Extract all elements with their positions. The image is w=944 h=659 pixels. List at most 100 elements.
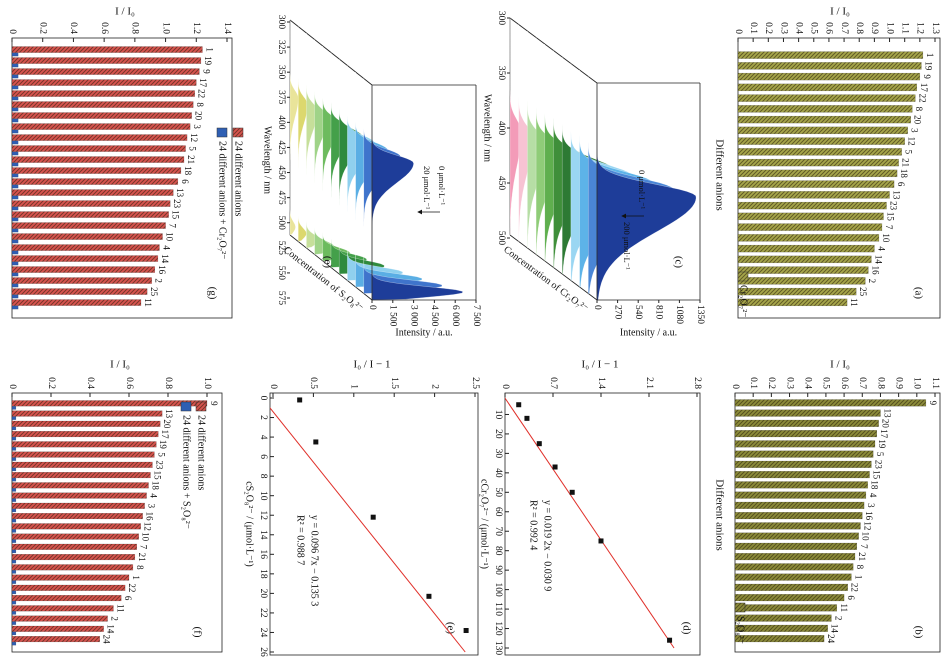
bar xyxy=(737,234,880,242)
y-tick-label: 2.8 xyxy=(692,377,702,389)
bar xyxy=(737,244,875,253)
bar xyxy=(734,532,859,540)
annotation: 0 μmol·L⁻¹ xyxy=(437,166,447,206)
legend-swatch xyxy=(232,127,244,138)
x-axis-title: Intensity / a.u. xyxy=(395,327,452,338)
y-tick-label: 0.8 xyxy=(875,377,885,389)
y-axis-title: Wavelength / nm xyxy=(482,94,493,162)
bar-label: 2 xyxy=(867,279,877,284)
bar xyxy=(11,156,185,163)
bar-label: 17 xyxy=(879,429,889,439)
bar xyxy=(11,233,163,240)
spectrum xyxy=(306,33,320,249)
y-tick-label: 0.8 xyxy=(854,22,864,34)
legend-swatch xyxy=(216,127,228,138)
plot-frame xyxy=(737,37,941,319)
bar-label: 6 xyxy=(123,596,133,601)
bar xyxy=(11,564,134,571)
bar xyxy=(11,283,19,288)
bar xyxy=(734,522,861,530)
x-tick-label: 3 000 xyxy=(408,305,418,327)
bar xyxy=(737,191,890,199)
bar-label: 23 xyxy=(172,199,182,209)
bar-label: 5 xyxy=(187,146,197,151)
bar xyxy=(11,134,188,141)
y-tick-label: 1 xyxy=(349,384,359,389)
bar xyxy=(737,223,883,231)
x-axis-title: Different anions xyxy=(713,479,725,551)
x-tick-label: 16 xyxy=(258,550,268,560)
bar-label: 11 xyxy=(839,604,849,613)
bar xyxy=(11,513,143,520)
y-tick-label: 0.4 xyxy=(68,22,78,34)
panel-label: (c) xyxy=(672,256,684,269)
bar-label: 9 xyxy=(922,74,932,79)
data-point xyxy=(370,514,376,520)
y-tick-label: 575 xyxy=(276,291,286,306)
bar xyxy=(11,461,153,468)
equation: y = 0.096 7x − 0.135 3 xyxy=(309,515,320,606)
bar xyxy=(11,400,208,407)
y-tick-label: 1.3 xyxy=(930,22,940,34)
x-tick-label: 6 000 xyxy=(450,305,460,327)
y-tick-label: 300 xyxy=(276,15,286,30)
bar xyxy=(11,277,152,284)
bar-label: 21 xyxy=(901,158,911,167)
fit-line xyxy=(270,407,466,653)
bar xyxy=(11,625,104,632)
panel-label: (e) xyxy=(444,622,456,635)
bar xyxy=(11,261,19,266)
y-tick-label: 525 xyxy=(276,241,286,256)
x-tick-label: 10 xyxy=(258,491,268,501)
bar xyxy=(734,583,848,591)
legend-label: S₂O₈²⁻ xyxy=(735,616,746,644)
annotation: 200 μmol·L⁻¹ xyxy=(622,222,632,270)
bar xyxy=(11,79,197,86)
bar-label: 7 xyxy=(168,223,178,228)
x-tick-label: 2 xyxy=(258,415,268,420)
legend-label: 24 different anions xyxy=(233,141,244,216)
bar xyxy=(11,498,17,502)
y-tick-label: 550 xyxy=(276,266,286,281)
bar xyxy=(737,94,916,102)
bar xyxy=(737,277,866,285)
x-tick-label: 0 xyxy=(592,305,602,310)
bar xyxy=(737,115,911,124)
bar xyxy=(11,502,145,509)
spectrum xyxy=(338,59,385,275)
bar-label: 13 xyxy=(882,409,892,419)
bar-label: 2 xyxy=(833,616,843,621)
x-tick-label: 40 xyxy=(493,468,503,478)
bar-label: 10 xyxy=(164,232,174,242)
bar-label: 12 xyxy=(189,133,199,142)
x-tick-label: 0 xyxy=(367,305,377,310)
bar xyxy=(737,287,857,296)
spectrum xyxy=(297,26,308,242)
bar xyxy=(11,272,19,277)
bar xyxy=(11,636,100,643)
bar xyxy=(11,266,156,273)
bar-label: 7 xyxy=(884,225,894,230)
bar xyxy=(11,410,163,417)
x-tick-label: 30 xyxy=(493,449,503,459)
bar-label: 20 xyxy=(194,111,204,121)
x-tick-label: 810 xyxy=(654,305,664,320)
bar xyxy=(11,173,19,178)
y-tick-label: 1.0 xyxy=(202,377,212,389)
bar xyxy=(734,450,874,458)
plot-frame xyxy=(269,392,479,656)
x-tick-label: 26 xyxy=(258,647,268,657)
bar xyxy=(737,126,908,135)
x-tick-label: 10 xyxy=(493,410,503,420)
x-tick-label: 100 xyxy=(493,582,503,597)
x-tick-label: 20 xyxy=(493,429,503,439)
bar xyxy=(11,611,17,615)
x-tick-label: 24 xyxy=(258,628,268,638)
bar-label: 1 xyxy=(204,47,214,52)
bar-label: 18 xyxy=(183,166,193,176)
y-tick-label: 1.5 xyxy=(389,377,399,389)
bar xyxy=(737,105,913,113)
bar-label: 13 xyxy=(891,190,901,200)
bar-label: 19 xyxy=(158,440,168,450)
bar xyxy=(11,533,139,540)
